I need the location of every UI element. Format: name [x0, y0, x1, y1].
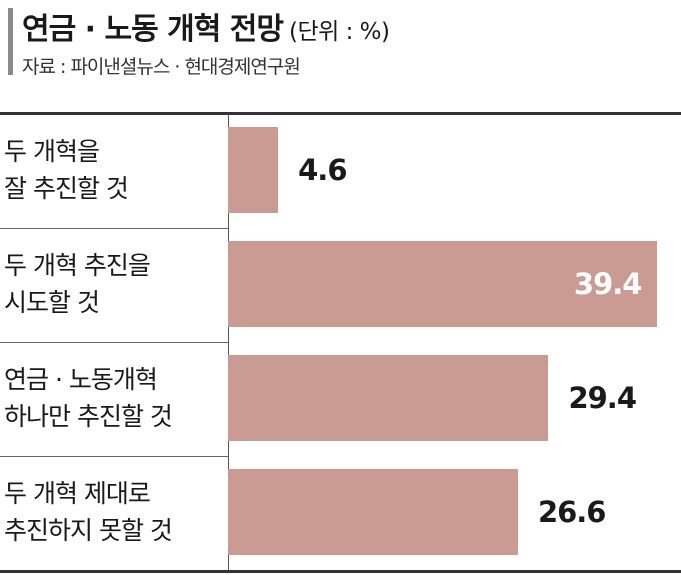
value-label: 29.4 — [568, 381, 637, 415]
category-axis-line — [228, 114, 229, 570]
category-label-line: 하나만 추진할 것 — [4, 402, 173, 431]
row-separator — [0, 228, 228, 229]
row-separator — [0, 456, 228, 457]
bar — [228, 355, 549, 441]
row-separator — [0, 342, 228, 343]
category-label-line: 연금 · 노동개혁 — [4, 365, 158, 394]
unit-label: (단위 : %) — [288, 19, 390, 45]
chart-title-text: 연금 · 노동 개혁 전망 — [22, 12, 284, 47]
category-label-line: 두 개혁 제대로 — [4, 479, 151, 508]
value-label: 26.6 — [537, 495, 607, 529]
chart-title: 연금 · 노동 개혁 전망 (단위 : %) — [22, 4, 390, 48]
category-label-line: 두 개혁을 — [4, 137, 100, 166]
category-label-line: 두 개혁 추진을 — [4, 251, 151, 280]
category-label-line: 추진하지 못할 것 — [4, 516, 173, 545]
value-label: 39.4 — [573, 267, 643, 301]
bottom-rule — [0, 570, 681, 573]
value-label: 4.6 — [298, 153, 347, 187]
category-label-line: 시도할 것 — [4, 288, 100, 317]
category-label-line: 잘 추진할 것 — [4, 174, 129, 203]
title-accent-bar — [8, 8, 13, 75]
source-note: 자료 : 파이낸셜뉴스 · 현대경제연구원 — [22, 56, 301, 78]
bar — [228, 127, 279, 213]
bar — [228, 469, 518, 555]
top-rule — [0, 112, 681, 115]
bar — [228, 241, 658, 327]
